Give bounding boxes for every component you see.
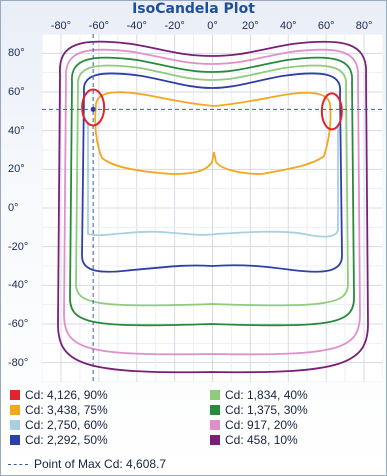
legend-swatch	[210, 420, 220, 430]
legend-swatch	[210, 435, 220, 445]
legend-item: Cd: 458, 10%	[210, 433, 298, 448]
x-tick-label: 80°	[355, 20, 373, 32]
y-tick-label: 0°	[8, 202, 19, 214]
legend-swatch	[210, 390, 220, 400]
legend-label: Cd: 1,834, 40%	[225, 388, 308, 402]
x-tick-label: 60°	[317, 20, 335, 32]
y-tick-label: -20°	[8, 240, 29, 253]
x-tick-label: -20°	[164, 20, 185, 32]
legend-swatch	[10, 420, 20, 430]
y-tick-label: 80°	[8, 47, 25, 60]
x-tick-label: 20°	[242, 20, 259, 32]
x-tick-label: -80°	[50, 20, 72, 32]
legend-item: Cd: 917, 20%	[210, 418, 298, 433]
x-tick-label: 40°	[279, 20, 297, 32]
legend-item: Cd: 2,292, 50%	[10, 433, 108, 448]
legend-label: Cd: 3,438, 75%	[25, 403, 108, 417]
x-tick-label: -60°	[88, 20, 109, 32]
y-tick-label: 60°	[8, 86, 25, 98]
max-point-legend: Point of Max Cd: 4,608.7	[8, 457, 166, 471]
legend-swatch	[10, 390, 20, 400]
contour-20pct	[63, 48, 361, 356]
legend-item: Cd: 3,438, 75%	[10, 403, 108, 418]
contour-50pct	[81, 72, 343, 273]
legend-item: Cd: 2,750, 60%	[10, 418, 108, 433]
contour-30pct	[69, 56, 355, 327]
max-point-dot	[90, 106, 96, 112]
x-tick-label: 0°	[207, 20, 218, 32]
max-point-label: Point of Max Cd: 4,608.7	[34, 457, 167, 471]
y-tick-label: -80°	[8, 356, 29, 369]
isocandela-plot	[42, 34, 383, 382]
legend-label: Cd: 458, 10%	[225, 433, 298, 447]
legend-swatch	[210, 405, 220, 415]
y-tick-label: -40°	[8, 279, 29, 292]
legend-swatch	[10, 405, 20, 415]
legend-label: Cd: 1,375, 30%	[225, 403, 308, 417]
contour-10pct	[57, 40, 369, 374]
legend-label: Cd: 4,126, 90%	[25, 388, 108, 402]
y-tick-label: -60°	[8, 318, 29, 330]
legend-label: Cd: 2,750, 60%	[25, 418, 108, 432]
y-tick-label: 40°	[8, 124, 25, 137]
contour-40pct	[75, 64, 349, 307]
chart-title: IsoCandela Plot	[132, 1, 255, 17]
legend-item: Cd: 1,834, 40%	[210, 388, 308, 403]
legend-item: Cd: 4,126, 90%	[10, 388, 108, 403]
legend-label: Cd: 2,292, 50%	[25, 433, 108, 447]
legend-label: Cd: 917, 20%	[225, 418, 298, 432]
legend-item: Cd: 1,375, 30%	[210, 403, 308, 418]
contour-60pct	[87, 124, 339, 238]
contour-75pct	[94, 91, 332, 175]
contour-90pct-right	[320, 92, 343, 131]
x-tick-label: -40°	[126, 20, 147, 32]
legend-swatch	[10, 435, 20, 445]
y-tick-label: 20°	[8, 163, 25, 176]
contours	[57, 40, 369, 374]
dashed-line-icon	[8, 464, 28, 465]
max-point-marker	[42, 34, 383, 382]
